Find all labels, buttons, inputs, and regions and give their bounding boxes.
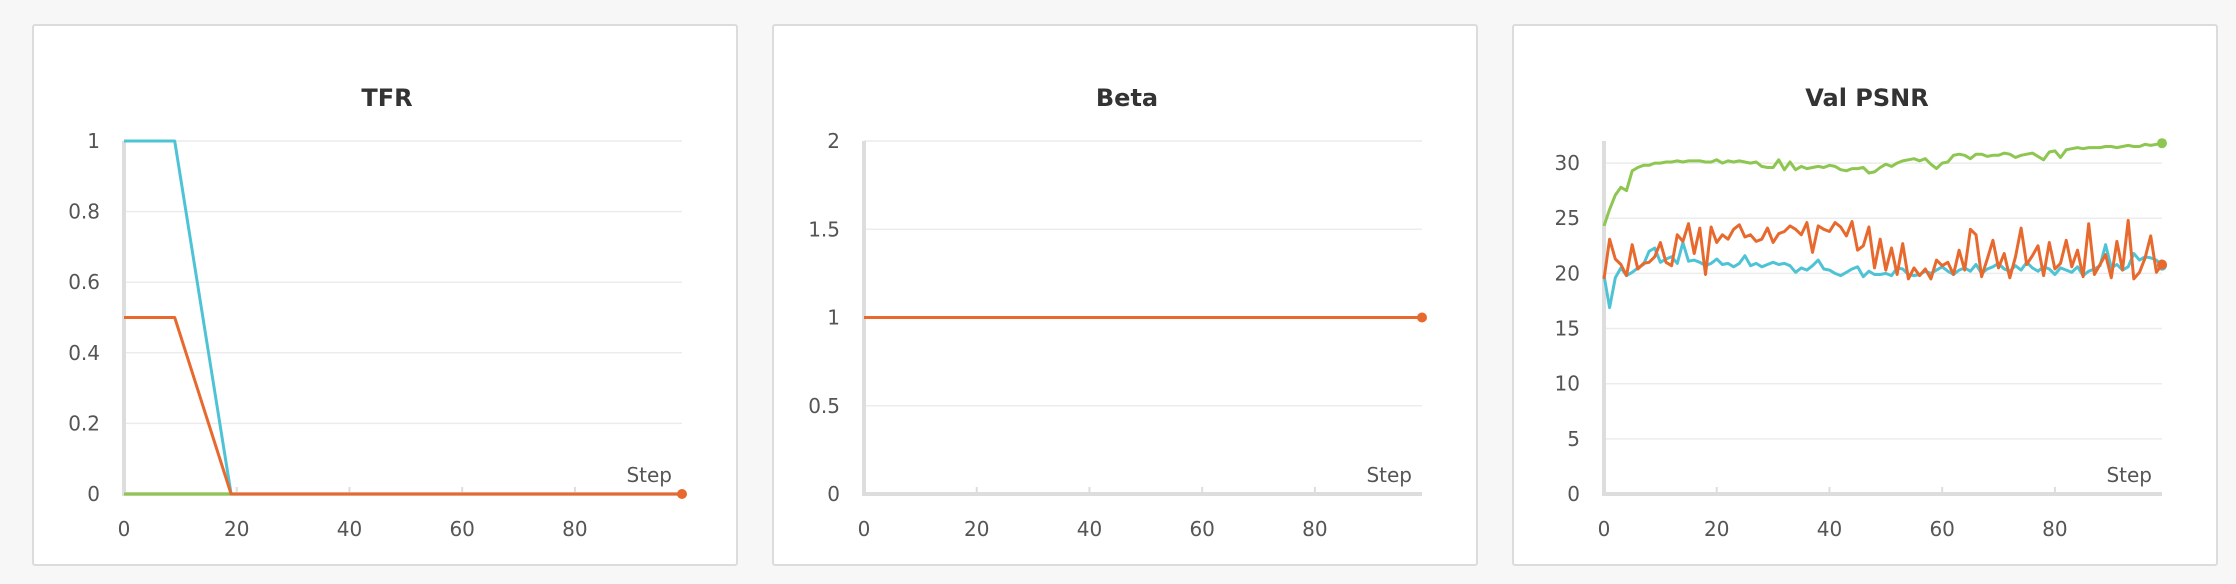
val-psnr-series-line-2 [1602,241,2164,310]
val-psnr-series-line-1 [1602,141,2163,227]
beta-x-tick-label: 80 [1302,517,1327,541]
beta-x-tick-label: 20 [964,517,989,541]
val-psnr-series-line-3 [1602,218,2164,281]
tfr-y-tick-label: 0.8 [68,200,100,224]
beta-y-tick-label: 1 [827,306,840,330]
val-psnr-x-tick-label: 0 [1598,517,1611,541]
tfr-x-tick-label: 20 [224,517,249,541]
chart-svg-val-psnr: Val PSNR 0 5 10 15 20 25 30 0 20 40 60 80 Step [1555,84,2167,541]
beta-y-tick-label: 2 [827,129,840,153]
val-psnr-y-tick-label: 0 [1567,482,1580,506]
val-psnr-x-tick-label: 40 [1817,517,1842,541]
beta-x-tick-label: 40 [1077,517,1102,541]
val-psnr-x-tick-label: 60 [1929,517,1954,541]
val-psnr-chart-title: Val PSNR [1805,84,1928,112]
val-psnr-y-tick-label: 15 [1555,317,1580,341]
beta-series-end-point-1 [1417,312,1427,323]
val-psnr-series-end-point-1 [2157,138,2167,149]
tfr-y-tick-label: 0 [87,482,100,506]
tfr-y-tick-label: 0.6 [68,270,100,294]
val-psnr-x-axis-label: Step [2106,463,2152,487]
tfr-x-tick-label: 0 [118,517,131,541]
beta-x-tick-label: 60 [1189,517,1214,541]
chart-svg-tfr: TFR 0 0.2 0.4 0.6 0.8 1 0 20 40 60 80 Step [68,84,687,541]
tfr-x-tick-label: 60 [449,517,474,541]
val-psnr-x-tick-label: 20 [1704,517,1729,541]
tfr-x-tick-label: 40 [337,517,362,541]
beta-y-tick-label: 0 [827,482,840,506]
beta-y-tick-label: 1.5 [808,217,840,241]
val-psnr-y-tick-label: 10 [1555,372,1580,396]
val-psnr-x-tick-label: 80 [2042,517,2067,541]
tfr-y-tick-label: 1 [87,129,100,153]
chart-panel-beta: Beta 0 0.5 1 1.5 2 0 20 40 60 80 Step [772,24,1478,566]
tfr-x-axis-label: Step [626,463,672,487]
val-psnr-y-tick-label: 5 [1567,427,1580,451]
val-psnr-y-tick-label: 30 [1555,151,1580,175]
val-psnr-y-tick-label: 20 [1555,261,1580,285]
tfr-series-end-point-3 [677,489,687,499]
chart-panel-val-psnr: Val PSNR 0 5 10 15 20 25 30 0 20 40 60 80 Step [1512,24,2218,566]
chart-panel-tfr: TFR 0 0.2 0.4 0.6 0.8 1 0 20 40 60 80 Step [32,24,738,566]
tfr-series-line-3 [124,316,682,496]
tfr-x-tick-label: 80 [562,517,587,541]
beta-x-axis-label: Step [1366,463,1412,487]
val-psnr-y-tick-label: 25 [1555,206,1580,230]
beta-y-tick-label: 0.5 [808,394,840,418]
tfr-series-line-1 [124,139,682,496]
beta-x-tick-label: 0 [858,517,871,541]
beta-chart-title: Beta [1096,84,1158,112]
tfr-y-tick-label: 0.4 [68,341,100,365]
tfr-chart-title: TFR [361,84,412,112]
tfr-y-tick-label: 0.2 [68,411,100,435]
val-psnr-series-end-point-3 [2157,259,2167,270]
